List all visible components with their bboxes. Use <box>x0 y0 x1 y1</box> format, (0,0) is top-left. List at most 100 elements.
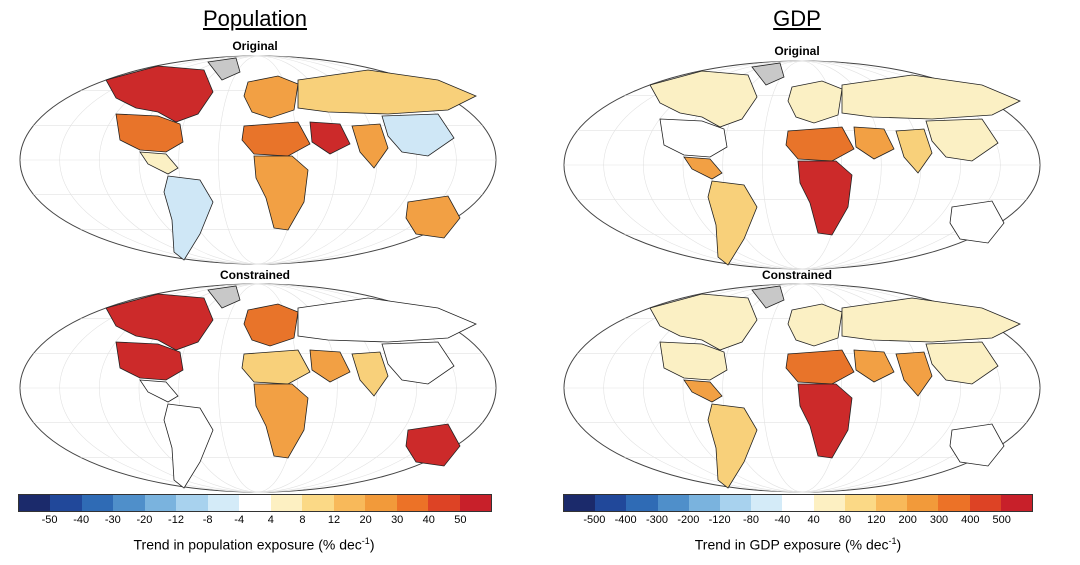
colorbar-swatch <box>113 495 145 511</box>
region-eu <box>243 303 299 347</box>
region-na <box>105 65 214 123</box>
region-ru <box>841 297 1021 343</box>
colorbar-tick-label: -40 <box>774 514 791 526</box>
colorbar-tick-label: -200 <box>677 514 700 526</box>
colorbar-tick-label: -20 <box>136 514 153 526</box>
colorbar-swatch <box>876 495 908 511</box>
region-me <box>853 126 895 160</box>
colorbar-tick-label: -4 <box>234 514 245 526</box>
region-eu <box>243 75 299 119</box>
colorbar-tick-label: -12 <box>168 514 184 526</box>
colorbar-tick-label: 300 <box>929 514 949 526</box>
region-as <box>381 341 455 385</box>
region-au <box>949 423 1005 467</box>
region-sa <box>163 403 214 489</box>
colorbar-swatch <box>1000 495 1033 511</box>
colorbar-tick-label: 40 <box>422 514 435 526</box>
region-usa <box>115 341 184 381</box>
region-greenland <box>751 62 785 86</box>
region-ru <box>297 69 477 115</box>
region-ru <box>297 297 477 343</box>
colorbar-tick-label: -400 <box>614 514 637 526</box>
population-colorbar-label: Trend in population exposure (% dec-1) <box>133 536 375 553</box>
population-original-map <box>19 55 497 265</box>
region-af <box>253 155 309 231</box>
colorbar-tick-label: -50 <box>41 514 58 526</box>
colorbar-swatch <box>396 495 429 511</box>
colorbar-swatch <box>365 495 397 511</box>
colorbar-tick-label: -8 <box>202 514 213 526</box>
region-eu <box>787 80 843 124</box>
region-au <box>949 200 1005 244</box>
region-au <box>405 423 461 467</box>
population-colorbar-ticks: -50 -40 -30 -20 -12 -8 -4 4 8 12 20 30 40 50 <box>18 514 492 530</box>
colorbar-swatch <box>938 495 970 511</box>
colorbar-tick-label: 40 <box>807 514 820 526</box>
colorbar-swatch <box>907 495 939 511</box>
colorbar-swatch <box>333 495 366 511</box>
colorbar-tick-label: 8 <box>299 514 306 526</box>
region-af <box>253 383 309 459</box>
region-na <box>649 293 758 351</box>
colorbar-tick-label: 200 <box>898 514 917 526</box>
region-usa <box>115 113 184 153</box>
region-ru <box>841 74 1021 120</box>
colorbar-tick-label: -40 <box>73 514 90 526</box>
gdp-colorbar <box>563 494 1033 512</box>
gdp-original-label: Original <box>774 44 820 58</box>
region-me <box>309 349 351 383</box>
colorbar-tick-label: 50 <box>454 514 467 526</box>
gdp-colorbar-ticks: -500 -400 -300 -200 -120 -80 -40 40 80 120 200 300 4… <box>563 514 1033 530</box>
colorbar-swatch <box>813 495 845 511</box>
colorbar-swatch <box>176 495 208 511</box>
colorbar-swatch <box>657 495 689 511</box>
colorbar-swatch <box>782 495 814 511</box>
colorbar-swatch <box>81 495 114 511</box>
region-greenland <box>751 285 785 309</box>
colorbar-swatch <box>844 495 877 511</box>
region-as <box>925 118 999 162</box>
region-usa <box>659 341 728 381</box>
colorbar-tick-label: 30 <box>391 514 404 526</box>
gdp-constrained-map <box>563 283 1041 493</box>
region-as <box>381 113 455 157</box>
colorbar-swatch <box>144 495 177 511</box>
colorbar-swatch <box>626 495 658 511</box>
population-constrained-label: Constrained <box>219 268 290 282</box>
colorbar-swatch <box>720 495 752 511</box>
colorbar-swatch <box>207 495 240 511</box>
region-ca <box>139 151 179 175</box>
colorbar-tick-label: 12 <box>327 514 341 526</box>
colorbar-swatch <box>688 495 721 511</box>
region-sa <box>163 175 214 261</box>
region-greenland <box>207 285 241 309</box>
gdp-colorbar-label: Trend in GDP exposure (% dec-1) <box>694 536 902 553</box>
region-ca <box>139 379 179 403</box>
population-colorbar <box>18 494 492 512</box>
colorbar-swatch <box>302 495 334 511</box>
colorbar-swatch <box>270 495 303 511</box>
gdp-title: GDP <box>773 6 821 31</box>
colorbar-tick-label: 120 <box>867 514 886 526</box>
colorbar-swatch <box>751 495 783 511</box>
colorbar-tick-label: 80 <box>838 514 852 526</box>
region-ind <box>351 351 389 397</box>
population-constrained-map <box>19 283 497 493</box>
colorbar-tick-label: -500 <box>583 514 606 526</box>
region-na <box>649 70 758 128</box>
region-na <box>105 293 214 351</box>
colorbar-swatch <box>428 495 460 511</box>
population-title: Population <box>203 6 307 31</box>
region-eu <box>787 303 843 347</box>
colorbar-tick-label: 400 <box>961 514 980 526</box>
gdp-original-map <box>563 60 1041 270</box>
colorbar-tick-label: 500 <box>992 514 1011 526</box>
gdp-constrained-label: Constrained <box>761 268 832 282</box>
colorbar-swatch <box>564 495 596 511</box>
colorbar-swatch <box>19 495 51 511</box>
region-as <box>925 341 999 385</box>
colorbar-swatch <box>969 495 1001 511</box>
region-af <box>797 160 853 236</box>
region-ca <box>683 379 723 403</box>
region-me <box>853 349 895 383</box>
